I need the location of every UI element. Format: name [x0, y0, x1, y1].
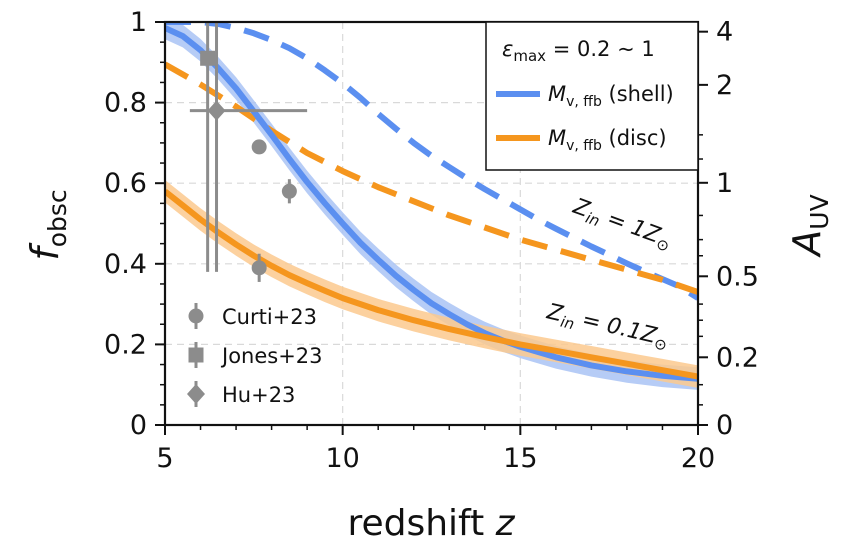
legend-title-sym: ε — [502, 37, 513, 61]
legend-disc-sub: v, ffb — [566, 138, 602, 154]
y-axis-title-sub: obsc — [43, 189, 72, 247]
y2-axis-title-sub: UV — [805, 194, 834, 229]
annotation-z-0p1-main: Z — [544, 299, 566, 327]
legend-shell-rest: (shell) — [602, 82, 674, 106]
x-tick-label: 5 — [156, 443, 173, 474]
obs-legend-marker-diamond — [187, 384, 205, 404]
y-tick-label: 0.2 — [104, 329, 147, 360]
band-shell — [165, 22, 698, 390]
y2-tick-label: 0.5 — [716, 261, 759, 292]
legend-disc-main: M — [548, 126, 566, 150]
data-point-circle — [251, 139, 267, 155]
annotation-z-0p1-sun: ⊙ — [652, 334, 668, 354]
y-tick-label: 0.4 — [104, 249, 147, 280]
series-line-disc-solid — [165, 188, 698, 380]
annotation-z-1-sub: in — [583, 209, 602, 231]
annotation-z-0p1-unit: Z — [637, 321, 659, 349]
data-point-square — [200, 50, 216, 66]
obs-legend: Curti+23 Jones+23 Hu+23 — [187, 303, 323, 407]
obs-legend-marker-square — [188, 347, 204, 363]
y-axis-title: fobsc — [23, 189, 72, 260]
legend-shell-label: Mv, ffb (shell) — [548, 82, 674, 110]
x-axis-title-text: redshift — [347, 503, 484, 544]
legend-title: εmax = 0.2 ∼ 1 — [502, 37, 655, 65]
legend-disc-rest: (disc) — [602, 126, 667, 150]
series-line-disc-dashed — [165, 61, 698, 295]
y2-tick-label: 2 — [716, 70, 733, 101]
y-tick-label: 1 — [130, 7, 147, 38]
x-tick-label: 10 — [325, 443, 359, 474]
legend-shell-sub: v, ffb — [566, 94, 602, 110]
x-tick-label: 15 — [503, 443, 537, 474]
legend: εmax = 0.2 ∼ 1 Mv, ffb (shell) Mv, ffb (… — [485, 21, 699, 171]
legend-shell-main: M — [548, 82, 566, 106]
y2-tick-label: 4 — [716, 17, 733, 48]
obs-legend-hu: Hu+23 — [222, 383, 295, 407]
y2-axis-title-main: A — [785, 230, 829, 259]
data-point-diamond — [207, 100, 226, 121]
annotation-z-1-sun: ⊙ — [654, 234, 672, 255]
x-axis-title: redshift z — [347, 503, 515, 544]
x-axis-title-var: z — [495, 503, 516, 544]
y-tick-label: 0 — [130, 410, 147, 441]
data-point-circle — [281, 183, 297, 199]
y2-tick-label: 0 — [716, 410, 733, 441]
obs-legend-markers — [187, 303, 205, 407]
legend-title-rest: = 0.2 ∼ 1 — [546, 37, 655, 61]
y-tick-label: 0.8 — [104, 88, 147, 119]
x-tick-label: 20 — [681, 443, 715, 474]
series-line-shell-solid — [165, 25, 698, 382]
y2-tick-label: 0.2 — [716, 342, 759, 373]
obs-legend-curti: Curti+23 — [222, 305, 317, 329]
obs-legend-jones: Jones+23 — [220, 344, 323, 368]
y-tick-label: 0.6 — [104, 168, 147, 199]
obs-legend-marker-circle — [188, 308, 204, 324]
model-lines — [165, 22, 698, 382]
y2-tick-label: 1 — [716, 168, 733, 199]
observations — [189, 22, 308, 282]
y2-axis-title: AUV — [785, 194, 834, 258]
annotation-z-0p1-sub: in — [559, 313, 576, 334]
series-line-shell-dashed — [165, 22, 698, 301]
legend-title-sub: max — [513, 47, 546, 65]
data-point-circle — [251, 260, 267, 276]
legend-disc-label: Mv, ffb (disc) — [548, 126, 667, 154]
